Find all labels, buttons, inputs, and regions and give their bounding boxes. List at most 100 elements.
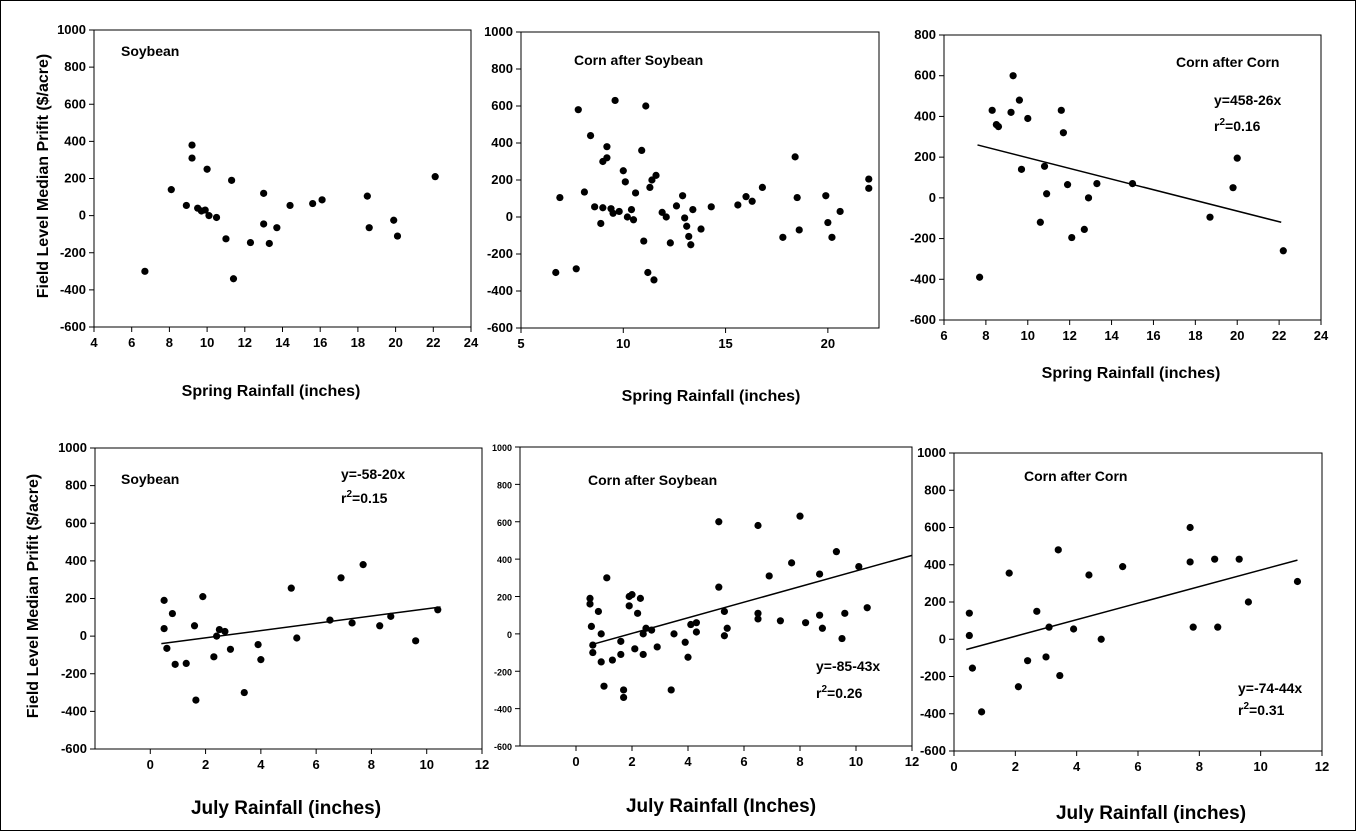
chart-panel-1: -600 -400 -200 0 200 400 600 800 1000 4 6 8 10 12 14 16… [57, 22, 479, 400]
data-point [387, 612, 395, 620]
data-point [1063, 181, 1072, 189]
data-point [212, 213, 221, 222]
chart-panel-2: -600 -400 -200 0 200 400 600 800 1000 5 10 15 20 Spri… [484, 24, 880, 405]
data-point [636, 594, 645, 602]
data-point [779, 233, 787, 241]
data-point [393, 232, 402, 240]
y-tick-label: 600 [497, 518, 512, 528]
y-tick-label: 1000 [484, 24, 513, 39]
data-point [273, 224, 281, 232]
data-point [617, 637, 625, 645]
data-point [742, 193, 750, 201]
data-point [1005, 569, 1013, 577]
data-point [648, 626, 656, 634]
y-tick-label: 600 [65, 515, 87, 530]
data-point [816, 611, 824, 619]
data-point [865, 184, 873, 192]
data-point [683, 222, 691, 230]
data-point [1128, 180, 1137, 188]
data-point [988, 106, 996, 114]
data-point [818, 624, 827, 632]
data-point [685, 232, 693, 241]
y-tick-label: -200 [61, 666, 87, 681]
data-point [182, 201, 190, 210]
data-point [1015, 96, 1024, 104]
data-point [836, 207, 844, 216]
x-tick-label: 5 [517, 336, 524, 351]
data-point [608, 656, 617, 664]
y-tick-label: 0 [929, 190, 936, 205]
y-tick-label: 600 [64, 96, 86, 111]
y-tick-label: 200 [497, 593, 512, 603]
x-tick-label: 24 [464, 335, 479, 350]
regression-equation: y=-74-44x [1238, 680, 1302, 696]
data-point [337, 574, 345, 582]
data-point [287, 584, 295, 592]
x-tick-label: 6 [128, 335, 135, 350]
data-point [765, 572, 773, 580]
data-point [629, 216, 638, 224]
panel-title: Corn after Corn [1024, 468, 1127, 484]
x-tick-label: 6 [1134, 759, 1141, 774]
data-point [265, 239, 273, 248]
y-tick-label: 400 [65, 553, 87, 568]
data-point [968, 664, 977, 672]
data-point [1059, 129, 1067, 137]
data-point [689, 206, 697, 214]
y-tick-label: 200 [65, 591, 87, 606]
data-point [793, 193, 801, 202]
data-point [318, 196, 326, 204]
data-point [1084, 194, 1093, 202]
data-point [597, 630, 605, 638]
data-point [631, 645, 639, 653]
y-tick-label: 0 [79, 208, 86, 223]
x-tick-label: 6 [740, 754, 747, 769]
data-point [828, 233, 836, 241]
data-point [603, 574, 611, 582]
y-tick-label: 400 [914, 108, 936, 123]
y-tick-label: -600 [494, 742, 512, 752]
r-squared-label: r2=0.31 [1238, 701, 1285, 718]
x-tick-label: 10 [849, 754, 863, 769]
data-point [863, 604, 871, 612]
data-point [1040, 162, 1049, 170]
data-point [758, 183, 766, 191]
data-point [257, 656, 265, 664]
x-tick-label: 2 [202, 757, 209, 772]
data-point [1007, 108, 1015, 116]
data-point [838, 634, 846, 643]
data-point [639, 650, 647, 659]
data-point [802, 619, 810, 627]
data-point [720, 632, 729, 640]
y-tick-label: 200 [64, 171, 86, 186]
data-point [1235, 555, 1243, 563]
data-point [623, 213, 631, 221]
data-point [1189, 623, 1197, 631]
chart-panel-4: -600 -400 -200 0 200 400 600 800 1000 0 2 4 6 8 10 12 Ju… [58, 440, 489, 819]
data-point [994, 123, 1003, 131]
data-point [603, 143, 611, 151]
data-point [226, 645, 235, 653]
x-tick-label: 18 [351, 335, 365, 350]
data-point [1017, 165, 1026, 173]
data-point [390, 216, 398, 224]
y-tick-label: 200 [914, 149, 936, 164]
y-tick-label: 0 [80, 628, 87, 643]
y-axis-label-top: Field Level Median Prifit ($/acre) [35, 54, 52, 299]
data-point [589, 648, 597, 657]
data-point [1024, 657, 1032, 665]
data-point [653, 643, 661, 651]
data-point [205, 212, 213, 220]
y-tick-label: 1000 [917, 445, 946, 460]
data-point [199, 593, 207, 601]
y-tick-label: 400 [497, 555, 512, 565]
y-tick-label: 1000 [57, 22, 86, 37]
x-tick-label: 10 [616, 336, 630, 351]
data-point [679, 192, 687, 200]
x-tick-label: 24 [1314, 328, 1329, 343]
data-point [552, 268, 560, 277]
data-point [1244, 598, 1252, 606]
data-point [646, 183, 654, 191]
x-axis-label: July Rainfall (Inches) [626, 796, 816, 817]
